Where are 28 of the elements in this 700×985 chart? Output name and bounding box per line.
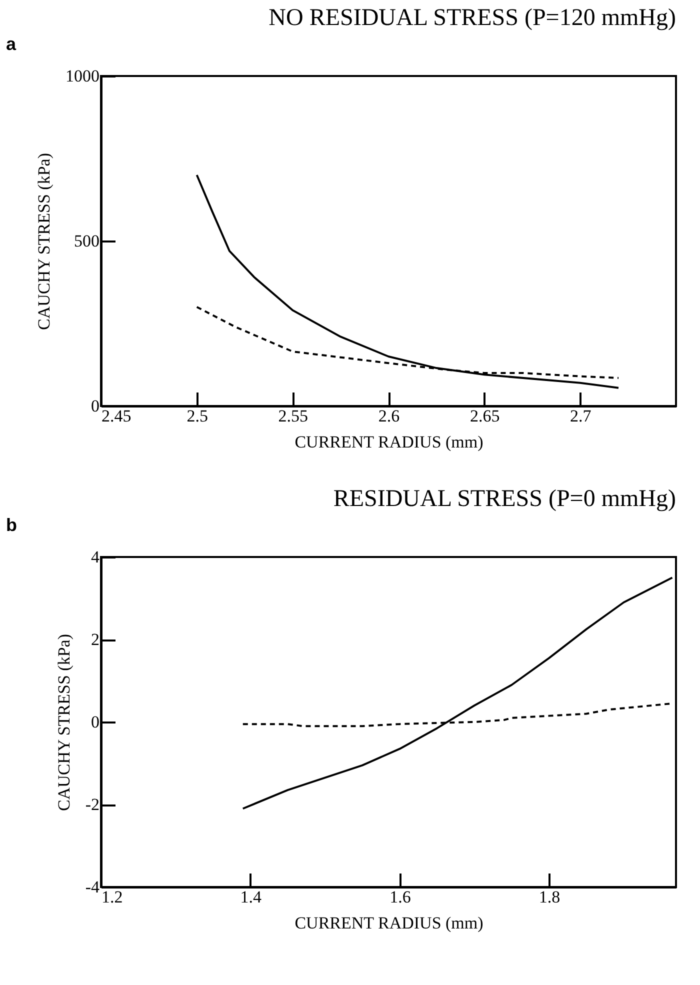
x-axis-title: CURRENT RADIUS (mm) [294, 432, 484, 452]
y-axis-title: CAUCHY STRESS (kPa) [54, 634, 74, 811]
x-tick-label: 2.45 [102, 406, 132, 426]
line-series [196, 174, 620, 389]
x-tick-label: 2.6 [378, 406, 400, 426]
x-tick-label: 2.55 [278, 406, 308, 426]
y-tick-label: 500 [74, 232, 100, 250]
x-axis-title: CURRENT RADIUS (mm) [294, 914, 484, 932]
text: a [6, 34, 17, 54]
y-axis-title: CAUCHY STRESS (kPa) [34, 153, 54, 330]
y-tick-label: 1000 [66, 66, 100, 86]
y-tick-label: 4 [91, 548, 100, 566]
y-tick-label: -2 [85, 795, 100, 814]
line-series [242, 576, 674, 810]
x-tick-label: 2.5 [186, 406, 208, 426]
x-tick-label: 1.4 [240, 888, 262, 906]
x-tick-label: 1.8 [538, 888, 560, 906]
y-tick-label: -4 [85, 878, 100, 896]
chart-title: RESIDUAL STRESS (P=0 mmHg) [333, 486, 676, 512]
y-tick-label: 2 [91, 630, 100, 649]
y-tick-label: 0 [91, 396, 100, 416]
text: b [6, 515, 17, 535]
x-tick-label: 2.65 [470, 406, 500, 426]
x-tick-label: 1.6 [390, 888, 411, 906]
x-tick-label: 2.7 [570, 406, 592, 426]
x-tick-label: 1.2 [102, 888, 123, 906]
chart-title: NO RESIDUAL STRESS (P=120 mmHg) [268, 5, 676, 31]
y-tick-label: 0 [91, 712, 100, 732]
